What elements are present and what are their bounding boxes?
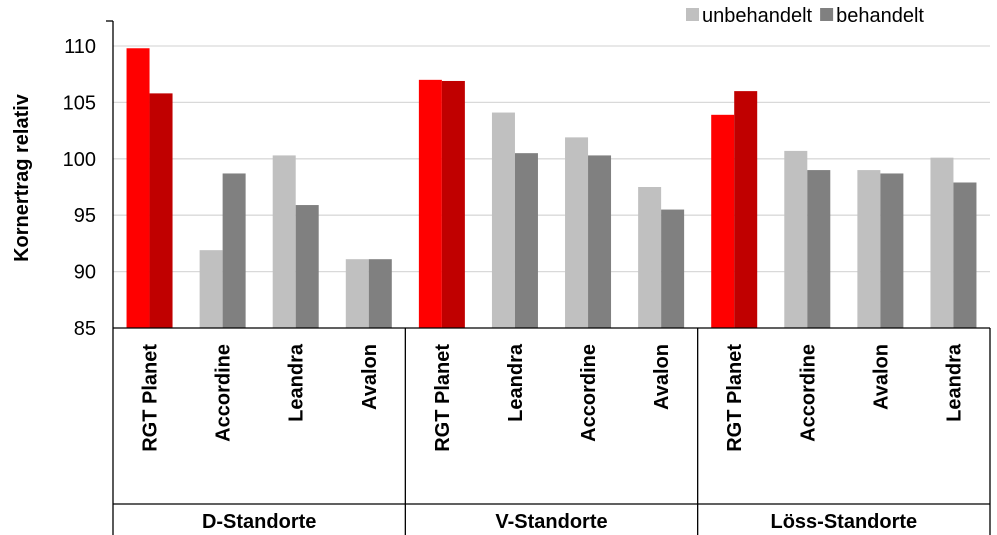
category-label: Accordine (578, 344, 600, 442)
bar-unbehandelt (345, 259, 369, 328)
bar-behandelt (222, 173, 246, 328)
bar-behandelt (368, 259, 392, 328)
category-label: RGT Planet (724, 344, 746, 452)
bar-unbehandelt (126, 48, 150, 328)
y-tick-label: 90 (74, 262, 96, 284)
category-label: Avalon (870, 344, 892, 410)
bar-behandelt (514, 153, 538, 328)
bar-unbehandelt (565, 137, 589, 328)
group-label: D-Standorte (202, 511, 316, 533)
category-label: Leandra (286, 343, 308, 422)
bar-unbehandelt (272, 155, 296, 328)
bar-unbehandelt (857, 170, 881, 328)
category-label: RGT Planet (432, 344, 454, 452)
bar-unbehandelt (930, 157, 954, 328)
category-label: Avalon (651, 344, 673, 410)
y-axis: 85 90 95 100 105 110 (63, 20, 114, 340)
category-label: Avalon (359, 344, 381, 410)
group-label: V-Standorte (495, 511, 607, 533)
category-label: Leandra (943, 343, 965, 422)
y-axis-label: Kornertrag relativ (11, 93, 33, 262)
bar-behandelt (734, 91, 758, 329)
bar-behandelt (441, 80, 465, 328)
bar-behandelt (661, 209, 685, 328)
y-tick-label: 95 (74, 205, 96, 227)
bar-behandelt (807, 170, 831, 328)
bar-unbehandelt (418, 79, 442, 328)
x-axis: RGT Planet Accordine Leandra Avalon RGT Plan… (112, 327, 991, 535)
bar-unbehandelt (784, 150, 808, 328)
legend-swatch-behandelt (820, 8, 834, 21)
group-label: Löss-Standorte (770, 511, 917, 533)
y-tick-label: 85 (74, 318, 96, 340)
bar-behandelt (295, 205, 319, 328)
y-tick-label: 110 (64, 36, 96, 58)
bar-unbehandelt (638, 187, 662, 328)
legend-label: behandelt (836, 5, 924, 27)
bar-behandelt (588, 155, 612, 328)
legend-swatch-unbehandelt (686, 8, 699, 21)
bar-unbehandelt (199, 250, 223, 328)
bar-behandelt (880, 173, 904, 328)
category-label: Accordine (797, 344, 819, 442)
bar-behandelt (149, 93, 173, 328)
category-label: Accordine (213, 344, 235, 442)
y-tick-label: 105 (63, 92, 96, 114)
bar-unbehandelt (711, 114, 735, 328)
category-label: RGT Planet (140, 344, 162, 452)
bar-unbehandelt (491, 112, 515, 328)
y-tick-label: 100 (63, 149, 96, 171)
gridlines (113, 45, 990, 273)
legend-label: unbehandelt (702, 5, 813, 27)
category-label: Leandra (505, 343, 527, 422)
legend: unbehandelt behandelt (686, 5, 924, 27)
bars (126, 48, 977, 329)
bar-behandelt (953, 182, 977, 328)
